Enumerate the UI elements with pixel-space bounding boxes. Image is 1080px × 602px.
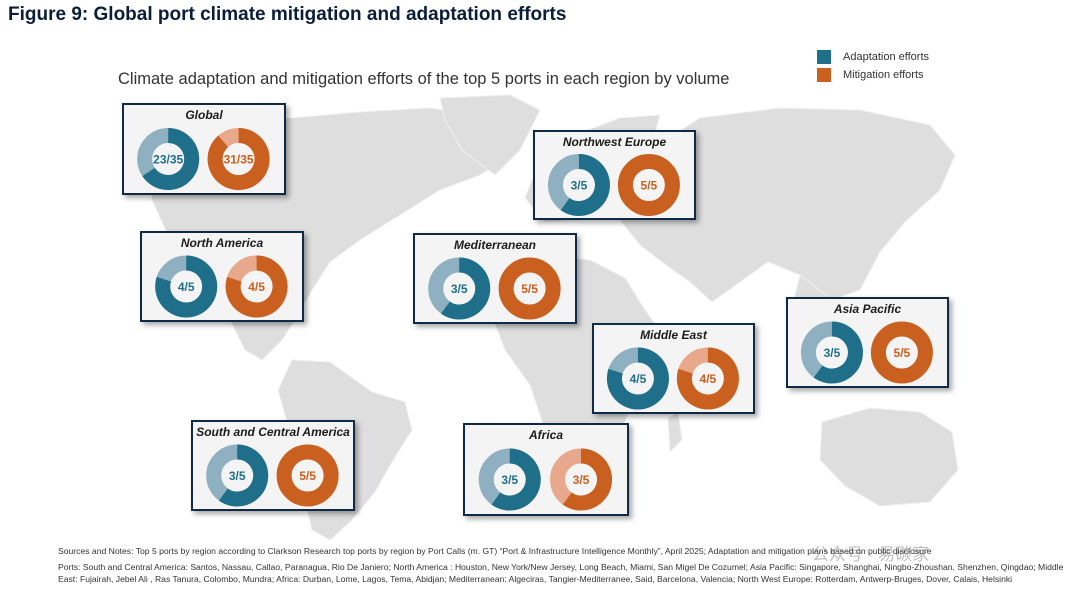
footer-notes: Sources and Notes: Top 5 ports by region… [58, 545, 1070, 590]
south-and-central-america-adaptation-value-label: 3/5 [229, 469, 246, 483]
footer-sources: Sources and Notes: Top 5 ports by region… [58, 546, 932, 556]
north-america-mitigation-value-label: 4/5 [248, 280, 265, 294]
legend-item-adaptation: Adaptation efforts [817, 50, 929, 64]
legend-label-mitigation: Mitigation efforts [843, 69, 924, 81]
middle-east-mitigation-value-segment [676, 347, 739, 410]
region-panel-asia-pacific: Asia Pacific 3/5 5/5 [786, 297, 949, 388]
region-panel-africa: Africa 3/5 3/5 [463, 423, 629, 516]
region-panel-global: Global 23/35 31/35 [122, 103, 286, 195]
region-donut-pair: 4/5 4/5 [155, 255, 288, 318]
global-mitigation-donut: 31/35 [207, 128, 270, 190]
northwest-europe-adaptation-value-segment [560, 154, 610, 216]
legend-label-adaptation: Adaptation efforts [843, 51, 930, 63]
region-panel-middle-east: Middle East 4/5 4/5 [592, 323, 755, 414]
northwest-europe-adaptation-value-label: 3/5 [571, 178, 588, 192]
legend-swatch-mitigation [817, 68, 831, 82]
mediterranean-adaptation-value-segment [440, 257, 491, 320]
africa-mitigation-value-segment [562, 448, 613, 511]
middle-east-adaptation-donut: 4/5 [606, 347, 669, 410]
chart-title: Climate adaptation and mitigation effort… [118, 70, 730, 88]
global-adaptation-value-segment [142, 128, 200, 190]
northwest-europe-mitigation-donut: 5/5 [617, 154, 680, 216]
mediterranean-adaptation-value-label: 3/5 [451, 282, 468, 296]
region-donut-pair: 23/35 31/35 [137, 128, 270, 190]
middle-east-adaptation-value-label: 4/5 [630, 372, 647, 386]
north-america-adaptation-value-segment [155, 255, 218, 318]
figure-title: Figure 9: Global port climate mitigation… [8, 4, 567, 25]
middle-east-adaptation-value-segment [606, 347, 669, 410]
africa-adaptation-donut: 3/5 [478, 448, 541, 511]
global-mitigation-value-segment [207, 128, 270, 190]
northwest-europe-mitigation-value-label: 5/5 [641, 178, 658, 192]
south-and-central-america-mitigation-value-label: 5/5 [299, 469, 316, 483]
middle-east-mitigation-value-label: 4/5 [700, 372, 717, 386]
region-panel-south-central-america: South and Central America 3/5 5/5 [191, 420, 355, 511]
mediterranean-mitigation-value-label: 5/5 [521, 282, 538, 296]
footer-ports: Ports: South and Central America: Santos… [58, 562, 1064, 585]
region-title: Middle East [640, 328, 707, 342]
north-america-mitigation-value-segment [225, 255, 288, 318]
asia-pacific-adaptation-value-label: 3/5 [824, 346, 841, 360]
mediterranean-adaptation-donut: 3/5 [428, 257, 491, 320]
north-america-mitigation-donut: 4/5 [225, 255, 288, 318]
global-adaptation-value-label: 23/35 [153, 152, 183, 166]
map-madagascar [667, 411, 683, 454]
asia-pacific-mitigation-value-label: 5/5 [894, 346, 911, 360]
region-panel-north-america: North America 4/5 4/5 [140, 231, 304, 322]
global-mitigation-value-label: 31/35 [224, 152, 254, 166]
region-donut-pair: 3/5 5/5 [206, 444, 339, 507]
south-and-central-america-mitigation-value-segment [276, 444, 339, 507]
region-donut-pair: 3/5 5/5 [547, 154, 680, 216]
africa-mitigation-value-label: 3/5 [573, 473, 590, 487]
asia-pacific-adaptation-donut: 3/5 [800, 321, 863, 384]
africa-adaptation-value-segment [491, 448, 541, 511]
region-title: Africa [528, 428, 563, 442]
mediterranean-mitigation-value-segment [498, 257, 561, 320]
middle-east-mitigation-donut: 4/5 [676, 347, 739, 410]
south-and-central-america-adaptation-value-segment [218, 444, 269, 507]
region-panel-mediterranean: Mediterranean 3/5 5/5 [413, 233, 577, 324]
region-title: Mediterranean [453, 238, 537, 252]
asia-pacific-mitigation-donut: 5/5 [870, 321, 933, 384]
north-america-adaptation-value-label: 4/5 [178, 280, 195, 294]
asia-pacific-mitigation-value-segment [870, 321, 933, 384]
region-donut-pair: 3/5 5/5 [800, 321, 933, 384]
south-and-central-america-adaptation-donut: 3/5 [206, 444, 269, 507]
region-title: North America [180, 236, 264, 250]
mediterranean-mitigation-donut: 5/5 [498, 257, 561, 320]
northwest-europe-adaptation-donut: 3/5 [547, 154, 610, 216]
africa-mitigation-donut: 3/5 [550, 448, 613, 511]
northwest-europe-mitigation-value-segment [617, 154, 680, 216]
watermark: 公众号 · 易碳家 [812, 545, 930, 564]
africa-adaptation-value-label: 3/5 [501, 473, 518, 487]
region-donut-pair: 4/5 4/5 [606, 347, 739, 410]
global-adaptation-donut: 23/35 [137, 128, 200, 190]
legend-swatch-adaptation [817, 50, 831, 64]
region-donut-pair: 3/5 3/5 [478, 448, 613, 511]
region-title: Asia Pacific [833, 302, 902, 316]
south-and-central-america-mitigation-donut: 5/5 [276, 444, 339, 507]
map-australia [819, 407, 959, 507]
region-title: Global [185, 108, 223, 122]
north-america-adaptation-donut: 4/5 [155, 255, 218, 318]
region-title: Northwest Europe [562, 135, 667, 149]
asia-pacific-adaptation-value-segment [813, 321, 863, 384]
region-panel-northwest-europe: Northwest Europe 3/5 5/5 [533, 130, 696, 220]
region-title: South and Central America [196, 425, 350, 439]
legend-item-mitigation: Mitigation efforts [817, 68, 924, 82]
map-greenland [439, 94, 541, 176]
region-donut-pair: 3/5 5/5 [428, 257, 561, 320]
